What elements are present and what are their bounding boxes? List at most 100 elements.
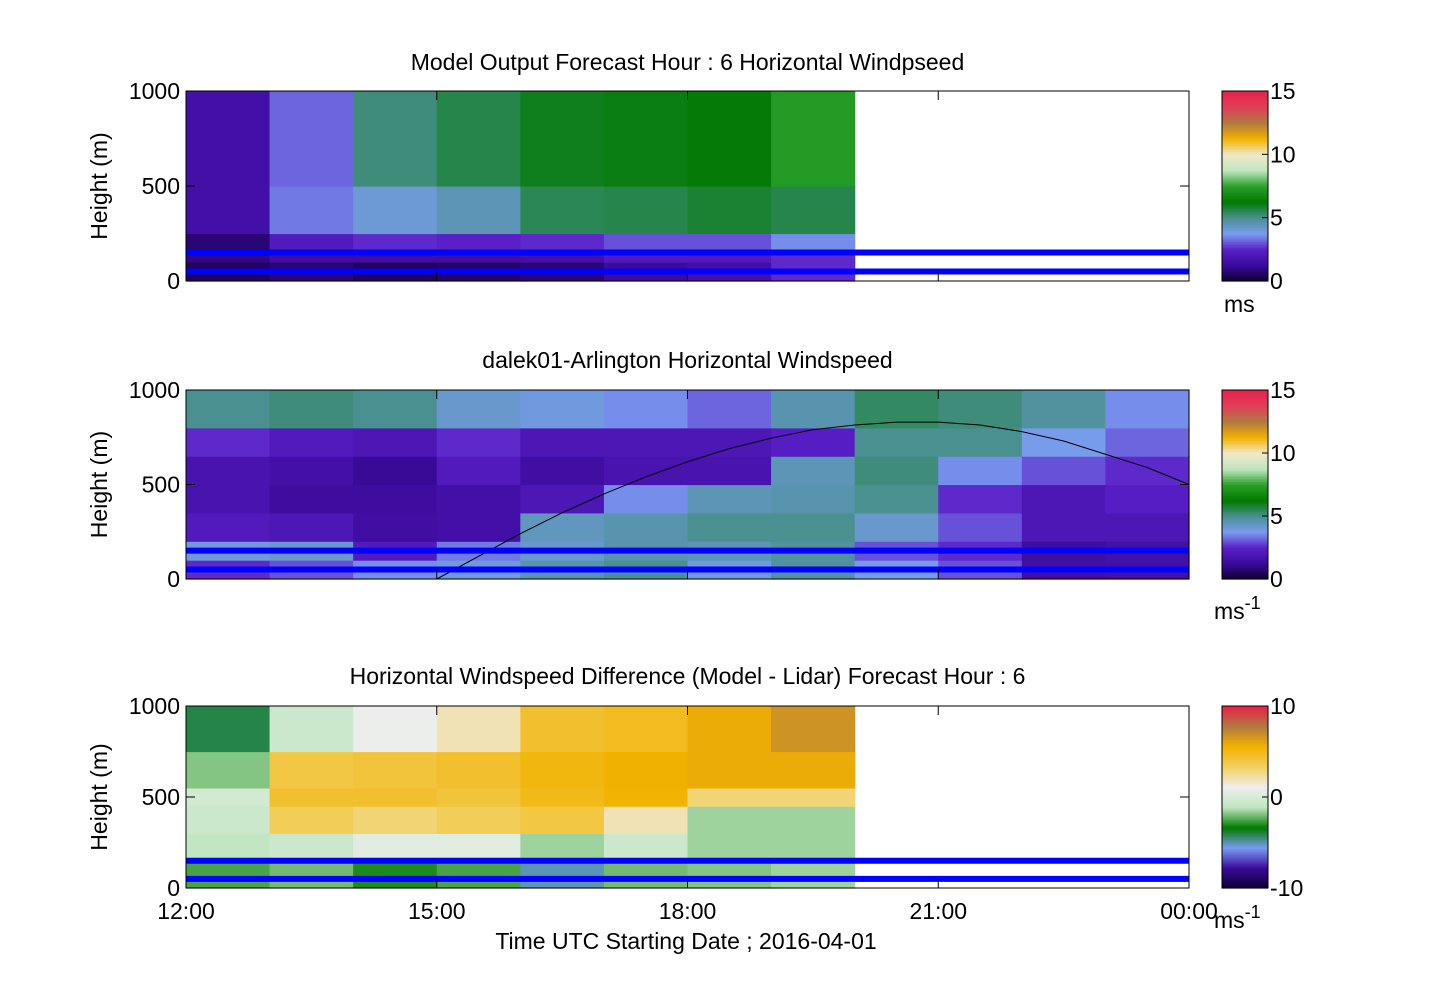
heatmap-cell [436, 833, 521, 862]
colorbar-segment [1222, 405, 1268, 408]
y-axis-label: Height (m) [86, 743, 112, 850]
colorbar-segment [1222, 105, 1268, 108]
colorbar-segment [1222, 181, 1268, 184]
colorbar-segment [1222, 407, 1268, 410]
heatmap-cell [1105, 390, 1190, 429]
colorbar-segment [1222, 798, 1268, 801]
colorbar-segment [1222, 116, 1268, 119]
colorbar-segment [1222, 144, 1268, 148]
colorbar-segment [1222, 769, 1268, 772]
colorbar-segment [1222, 790, 1268, 794]
heatmap-cell [436, 860, 521, 889]
heatmap-cell [771, 390, 856, 429]
colorbar-segment [1222, 724, 1268, 727]
colorbar-segment [1222, 574, 1268, 577]
heatmap-cell [1021, 456, 1107, 486]
colorbar-segment [1222, 800, 1268, 803]
colorbar-segment [1222, 171, 1268, 174]
colorbar-segment [1222, 536, 1268, 539]
colorbar-segment [1222, 555, 1268, 558]
colorbar-segment [1222, 509, 1268, 512]
colorbar-segment [1222, 812, 1268, 815]
colorbar-segment [1222, 140, 1268, 143]
colorbar-segment [1222, 98, 1268, 102]
heatmap-cell [771, 806, 856, 834]
heatmap-cell [1021, 512, 1107, 542]
heatmap-cell [186, 806, 271, 834]
colorbar-segment [1222, 265, 1268, 268]
heatmap-cell [520, 833, 605, 862]
heatmap-cell [353, 751, 438, 789]
colorbar-segment [1222, 712, 1268, 715]
colorbar-segment [1222, 501, 1268, 504]
heatmap-cell [186, 233, 271, 254]
heatmap-cell [186, 252, 271, 263]
colorbar-unit: ms [1224, 291, 1255, 317]
heatmap-cell [1021, 390, 1107, 429]
colorbar-segment [1222, 743, 1268, 747]
colorbar-segment [1222, 468, 1268, 471]
heatmap-cell [687, 484, 772, 514]
heatmap-cell [771, 833, 856, 862]
colorbar-segment [1222, 809, 1268, 812]
colorbar-segment [1222, 255, 1268, 258]
colorbar-segment [1222, 404, 1268, 407]
colorbar-segment [1222, 878, 1268, 882]
colorbar-segment [1222, 121, 1268, 124]
heatmap-cell [353, 484, 438, 514]
colorbar-segment [1222, 262, 1268, 265]
heatmap-cell [771, 427, 856, 457]
colorbar-segment [1222, 274, 1268, 277]
heatmap-cell [687, 91, 772, 187]
colorbar-segment [1222, 560, 1268, 563]
colorbar-segment [1222, 141, 1268, 144]
heatmap-cell [687, 512, 772, 542]
colorbar-segment [1222, 753, 1268, 756]
heatmap-cell [520, 186, 605, 235]
colorbar-frame [1221, 90, 1269, 282]
colorbar-segment [1222, 249, 1268, 252]
colorbar-segment [1222, 178, 1268, 181]
colorbar-segment [1222, 538, 1268, 541]
colorbar-segment [1222, 715, 1268, 718]
heatmap-cell [186, 751, 271, 789]
colorbar-segment [1222, 214, 1268, 217]
y-tick-label: 1000 [129, 693, 180, 719]
colorbar-segment [1222, 464, 1268, 467]
colorbar-segment [1222, 857, 1268, 860]
colorbar-segment [1222, 402, 1268, 405]
heatmap-cell [687, 456, 772, 486]
heatmap-cell [687, 390, 772, 429]
heatmap-cell [269, 91, 354, 187]
heatmap-cell [269, 484, 354, 514]
heatmap-cell [353, 390, 438, 429]
colorbar-segment [1222, 500, 1268, 503]
colorbar-segment [1222, 146, 1268, 149]
heatmap-cell [520, 252, 605, 263]
colorbar-segment [1222, 391, 1268, 394]
colorbar-segment [1222, 511, 1268, 514]
colorbar-segment [1222, 152, 1268, 155]
colorbar-segment [1222, 119, 1268, 122]
heatmap-cells [186, 390, 1190, 580]
colorbar-segment [1222, 276, 1268, 279]
heatmap-cell [520, 390, 605, 429]
colorbar-segment [1222, 781, 1268, 784]
overlay-curve [436, 421, 1190, 580]
colorbar-segment [1222, 875, 1268, 878]
heatmap-cell [436, 456, 521, 486]
colorbar-segment [1222, 504, 1268, 508]
heatmap-cell [353, 512, 438, 542]
colorbar-segment [1222, 872, 1268, 875]
colorbar-segment [1222, 567, 1268, 571]
colorbar-segment [1222, 250, 1268, 254]
heatmap-cell [687, 833, 772, 862]
colorbar-segment [1222, 863, 1268, 866]
heatmap-cell [436, 91, 521, 187]
x-tick-label: 12:00 [157, 898, 215, 924]
heatmap-cell [353, 833, 438, 862]
colorbar-segment [1222, 209, 1268, 212]
heatmap-cell [687, 427, 772, 457]
colorbar-segment [1222, 550, 1268, 553]
colorbar-segment [1222, 460, 1268, 464]
